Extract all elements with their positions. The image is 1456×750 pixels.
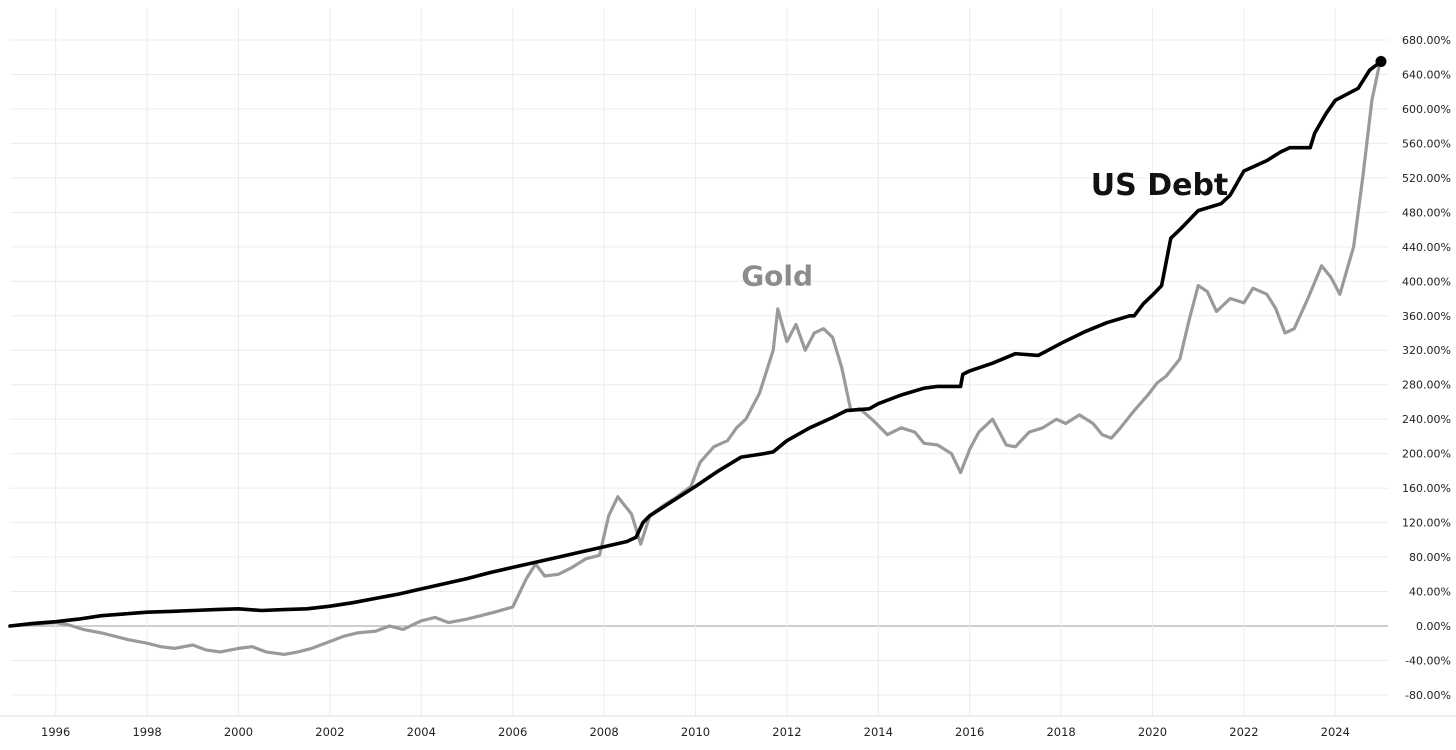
x-tick-label: 2022 <box>1229 725 1258 739</box>
series-labels: Gold US Debt <box>741 168 1228 292</box>
y-tick-label: 0.00% <box>1416 620 1451 633</box>
y-tick-label: -80.00% <box>1405 689 1451 702</box>
y-tick-label: 160.00% <box>1402 482 1451 495</box>
x-tick-label: 1996 <box>41 725 70 739</box>
y-tick-label: 240.00% <box>1402 413 1451 426</box>
y-tick-label: 480.00% <box>1402 206 1451 219</box>
x-tick-label: 1998 <box>132 725 161 739</box>
y-tick-label: 680.00% <box>1402 34 1451 47</box>
x-tick-label: 2024 <box>1321 725 1350 739</box>
y-tick-label: 600.00% <box>1402 103 1451 116</box>
y-tick-label: 400.00% <box>1402 275 1451 288</box>
y-tick-label: 120.00% <box>1402 517 1451 530</box>
x-tick-label: 2014 <box>864 725 893 739</box>
y-tick-label: 560.00% <box>1402 137 1451 150</box>
x-tick-label: 2004 <box>407 725 436 739</box>
x-tick-label: 2010 <box>681 725 710 739</box>
x-tick-label: 2020 <box>1138 725 1167 739</box>
y-tick-label: 360.00% <box>1402 310 1451 323</box>
y-tick-label: 640.00% <box>1402 68 1451 81</box>
y-tick-label: 440.00% <box>1402 241 1451 254</box>
axes: -80.00% -40.00% 0.00% 40.00% 80.00% 120.00% 16… <box>0 34 1456 739</box>
x-tick-label: 2008 <box>589 725 618 739</box>
x-tick-label: 2016 <box>955 725 984 739</box>
grid <box>10 8 1388 716</box>
y-tick-label: 40.00% <box>1409 586 1451 599</box>
y-tick-label: 200.00% <box>1402 448 1451 461</box>
series-lines <box>8 55 1387 657</box>
x-tick-label: 2006 <box>498 725 527 739</box>
series-label-us-debt: US Debt <box>1091 168 1228 203</box>
x-tick-label: 2012 <box>772 725 801 739</box>
series-end-marker <box>1375 56 1387 68</box>
y-tick-label: -40.00% <box>1405 654 1451 667</box>
y-tick-label: 80.00% <box>1409 551 1451 564</box>
x-tick-label: 2002 <box>315 725 344 739</box>
series-line-us-debt <box>8 59 1383 628</box>
x-tick-label: 2018 <box>1046 725 1075 739</box>
y-tick-label: 320.00% <box>1402 344 1451 357</box>
y-tick-label: 520.00% <box>1402 172 1451 185</box>
x-tick-label: 2000 <box>224 725 253 739</box>
series-line-gold <box>8 55 1383 657</box>
series-label-gold: Gold <box>741 260 813 293</box>
y-tick-label: 280.00% <box>1402 379 1451 392</box>
